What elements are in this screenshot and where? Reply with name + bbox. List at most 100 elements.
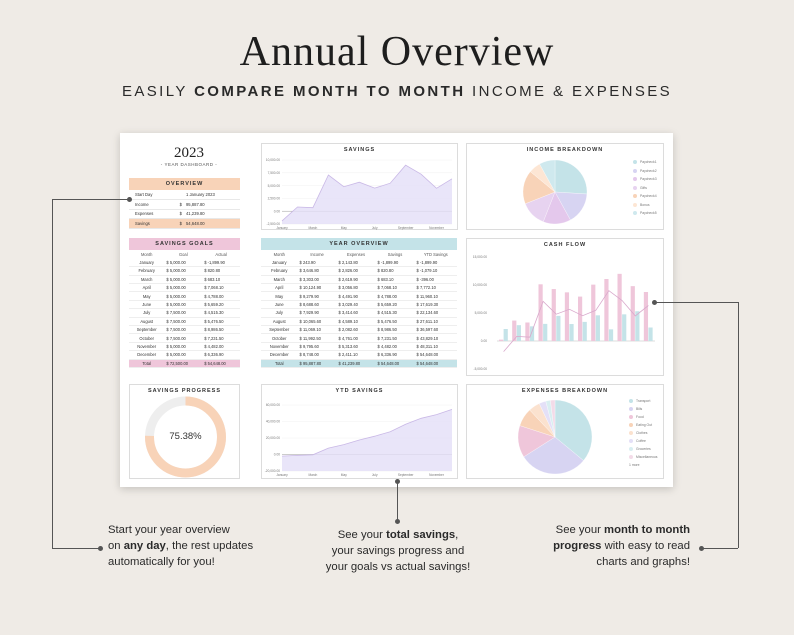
column-header: YTD Savings [423, 251, 448, 257]
table-row: May $ 5,000.00 $ 4,788.00 [129, 291, 240, 301]
year-overview-card: YEAR OVERVIEW Month Income Expenses Savings… [261, 238, 457, 376]
actual-cell: $ 7,231.50 [202, 333, 240, 343]
legend-item: Bonus [633, 202, 650, 207]
cashflow-bar [604, 279, 609, 341]
area-fill [282, 165, 452, 224]
month-cell: November [261, 342, 298, 352]
x-tick-label: March [308, 473, 317, 477]
cash-flow-card: CASH FLOW 15,000.00 10,000.00 5,000.00 0.00… [466, 238, 664, 376]
value-cell: $ -1,079.10 [414, 266, 457, 276]
value-cell: $ 4,491.90 [336, 291, 376, 301]
month-cell: August [129, 317, 165, 327]
value-cell: $ 3,646.80 [297, 266, 337, 276]
cashflow-bar [622, 314, 627, 341]
ytd-savings-chart: 60,000.00 40,000.00 20,000.00 0.00 -20,000.0… [265, 403, 453, 477]
month-cell: June [129, 300, 165, 310]
callout-dot-middle-bottom [395, 519, 400, 524]
month-cell: December [129, 350, 165, 360]
callout-line-right-h [654, 302, 738, 303]
table-row: April $ 10,124.90 $ 3,056.80 $ 7,068.10 $ 7,… [261, 283, 457, 293]
value-cell: $ 2,411.10 [336, 350, 376, 360]
ytd-savings-card: YTD SAVINGS 60,000.00 40,000.00 20,000.00 0… [261, 384, 458, 479]
ytd-savings-title: YTD SAVINGS [335, 388, 384, 394]
cashflow-bar [608, 329, 614, 341]
y-tick-label: 20,000.00 [266, 436, 280, 440]
month-cell: May [261, 291, 298, 301]
actual-cell: $ 5,476.50 [202, 317, 240, 327]
legend-label: Gifts [640, 185, 647, 190]
savings-progress-donut [145, 396, 226, 478]
legend-swatch [629, 439, 633, 443]
value-cell: $ 54,648.00 [414, 350, 457, 360]
table-row: February $ 3,646.80 $ 2,826.00 $ 820.80 $ -1… [261, 266, 457, 276]
value-cell: $ 683.10 [375, 275, 415, 285]
savings-progress-card: SAVINGS PROGRESS 75.38% [129, 384, 240, 479]
callout-line-left-v [52, 199, 53, 548]
goal-cell: $ 5,000.00 [164, 275, 203, 285]
actual-cell: $ 683.10 [202, 275, 240, 285]
savings-chart-title: SAVINGS [343, 147, 376, 153]
cashflow-bar [591, 284, 596, 341]
column-header: Income [310, 251, 324, 257]
y-tick-label: 0.00 [481, 339, 487, 343]
pie-slice [554, 399, 593, 461]
table-row: Total $ 72,500.00 $ 54,648.00 [129, 359, 240, 368]
overview-value: 1 January 2023 [183, 190, 240, 200]
table-row: January $ 5,000.00 $ -1,899.90 [129, 258, 240, 268]
legend-item: Paycheck3 [633, 177, 657, 181]
table-row: August $ 7,500.00 $ 5,476.50 [129, 317, 240, 327]
legend-swatch [633, 160, 637, 164]
value-cell: $ 3,029.40 [336, 300, 376, 310]
value-cell: $ 8,688.60 [297, 300, 337, 310]
value-cell: $ 4,482.00 [375, 342, 415, 352]
legend-item: Eating Out [629, 423, 652, 427]
callout-dot-right-bottom [699, 546, 704, 551]
pie-slice [550, 399, 556, 438]
series-line [281, 409, 453, 457]
overview-value: 41,239.80 [183, 209, 240, 219]
legend-swatch [633, 202, 637, 207]
overview-table: Start Day 1 January 2023 Income $95,887.80 E… [129, 190, 240, 229]
column-header: Expenses [347, 251, 366, 257]
value-cell: $ 7,772.10 [414, 283, 457, 293]
value-cell: $ 10,124.90 [297, 283, 337, 293]
goal-cell: $ 5,000.00 [164, 342, 203, 352]
month-cell: June [261, 300, 298, 310]
overview-currency [173, 190, 184, 200]
cash-flow-chart: 15,000.00 10,000.00 5,000.00 0.00 -5,000.00 [473, 255, 655, 371]
callout-left: Start your year overview on any day, the… [108, 524, 254, 568]
income-breakdown-title: INCOME BREAKDOWN [526, 147, 604, 153]
goal-cell: $ 7,500.00 [164, 325, 203, 335]
year-overview-title: YEAR OVERVIEW [261, 238, 457, 250]
value-cell: $ 2,619.90 [336, 275, 376, 285]
y-tick-label: -2,500.00 [267, 222, 281, 226]
callout-dot-left-bottom [98, 546, 103, 551]
savings-chart-card: SAVINGS 10,000.00 7,500.00 5,000.00 2,500.0… [261, 143, 458, 230]
callout-line-right-h2 [702, 548, 738, 549]
legend-item: Gifts [633, 185, 647, 190]
y-tick-label: 60,000.00 [266, 403, 280, 407]
value-cell: $ 4,761.00 [336, 333, 376, 343]
overview-row: Savings $54,648.00 [129, 218, 240, 229]
legend-swatch [629, 447, 633, 451]
cash-flow-title: CASH FLOW [543, 242, 587, 248]
actual-cell: $ 820.80 [202, 266, 240, 276]
callout-line-left-h [52, 199, 130, 200]
table-row: April $ 5,000.00 $ 7,068.10 [129, 283, 240, 293]
value-cell: $ 36,597.60 [414, 325, 457, 335]
value-cell: $ 2,143.80 [336, 258, 376, 268]
expenses-breakdown-title: EXPENSES BREAKDOWN [521, 388, 609, 394]
pie-slice [554, 159, 588, 195]
series-line [281, 164, 453, 222]
legend-label: Eating Out [636, 423, 653, 427]
value-cell: $ 11,069.10 [297, 325, 337, 335]
value-cell: $ 17,619.30 [414, 300, 457, 310]
table-row: June $ 5,000.00 $ 5,659.20 [129, 300, 240, 310]
table-row: March $ 5,000.00 $ 683.10 [129, 275, 240, 285]
table-header-row: Month Goal Actual [129, 250, 240, 258]
cashflow-bar [529, 326, 535, 341]
legend-swatch [629, 415, 633, 419]
goal-cell: $ 5,000.00 [164, 258, 203, 268]
legend-swatch [629, 431, 633, 435]
month-cell: December [261, 350, 298, 360]
